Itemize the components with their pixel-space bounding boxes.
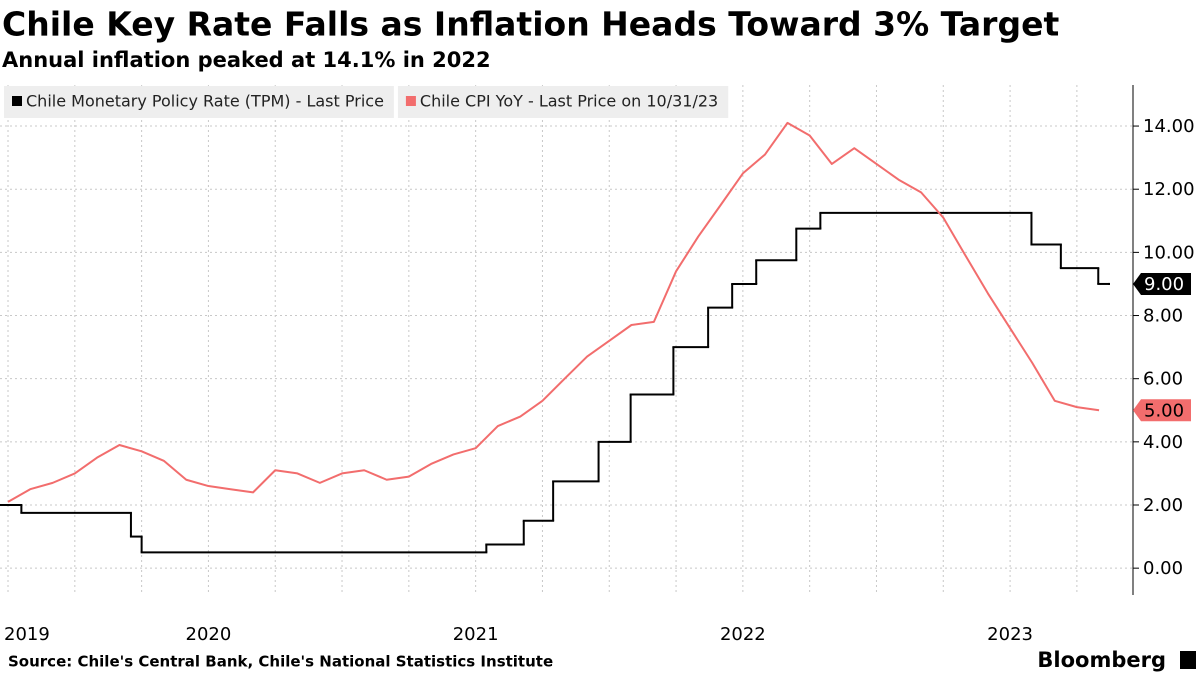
- y-tick-label: 6.00: [1143, 369, 1183, 390]
- chart-subtitle: Annual inflation peaked at 14.1% in 2022: [2, 48, 491, 72]
- last-value-label: 9.00: [1144, 274, 1184, 295]
- series-line: [7, 121, 1100, 503]
- y-tick-label: 2.00: [1143, 495, 1183, 516]
- chart-title: Chile Key Rate Falls as Inflation Heads …: [2, 5, 1059, 44]
- x-tick-label: 2019: [4, 624, 50, 645]
- legend-swatch: [12, 96, 22, 106]
- legend-label: Chile CPI YoY - Last Price on 10/31/23: [420, 92, 718, 111]
- brand-icon: [1180, 651, 1196, 669]
- x-tick-label: 2021: [453, 624, 499, 645]
- legend-label: Chile Monetary Policy Rate (TPM) - Last …: [26, 92, 384, 111]
- x-tick-label: 2020: [186, 624, 232, 645]
- source-note: Source: Chile's Central Bank, Chile's Na…: [8, 653, 553, 671]
- step-line: [0, 211, 1110, 554]
- legend-swatch: [405, 96, 416, 106]
- x-tick-label: 2022: [720, 624, 766, 645]
- legend-background: [4, 86, 394, 118]
- legend-item: Chile CPI YoY - Last Price on 10/31/23: [397, 86, 729, 118]
- x-tick-label: 2023: [987, 624, 1033, 645]
- y-tick-label: 8.00: [1143, 306, 1183, 327]
- y-tick-label: 10.00: [1143, 242, 1195, 263]
- y-tick-label: 14.00: [1143, 116, 1195, 137]
- last-value-label: 5.00: [1144, 400, 1184, 421]
- last-value-tag: [1133, 399, 1191, 422]
- legend-item: Chile Monetary Policy Rate (TPM) - Last …: [4, 86, 394, 118]
- brand-logo: Bloomberg: [1037, 648, 1166, 672]
- y-tick-label: 4.00: [1143, 432, 1183, 453]
- last-value-tag: [1133, 272, 1191, 295]
- legend-background: [397, 86, 729, 118]
- y-tick-label: 0.00: [1143, 558, 1183, 579]
- y-tick-label: 12.00: [1143, 179, 1195, 200]
